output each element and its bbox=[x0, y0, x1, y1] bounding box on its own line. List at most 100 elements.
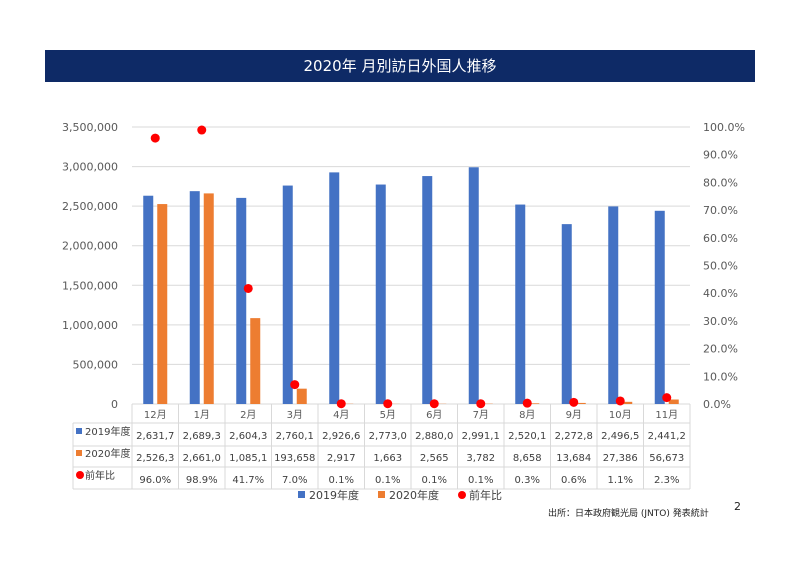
category-label: 11月 bbox=[655, 409, 678, 421]
bar-2020 bbox=[250, 318, 261, 404]
category-label: 7月 bbox=[473, 409, 489, 421]
yoy-point bbox=[290, 380, 300, 390]
bar-2019 bbox=[422, 176, 433, 404]
category-label: 6月 bbox=[426, 409, 442, 421]
right-tick-label: 90.0% bbox=[703, 149, 738, 162]
table-row-label: 2019年度 bbox=[85, 425, 130, 438]
table-cell: 2,565 bbox=[420, 453, 449, 464]
table-cell: 2,604,3 bbox=[229, 431, 267, 442]
legend-label: 2019年度 bbox=[309, 488, 359, 502]
table-cell: 3,782 bbox=[466, 453, 495, 464]
right-tick-label: 40.0% bbox=[703, 287, 738, 300]
bar-2019 bbox=[375, 184, 386, 404]
left-tick-label: 3,000,000 bbox=[62, 161, 118, 174]
table-legend-key bbox=[76, 471, 84, 479]
bar-2020 bbox=[668, 399, 679, 404]
yoy-point bbox=[522, 398, 532, 408]
right-tick-label: 80.0% bbox=[703, 176, 738, 189]
table-cell: 13,684 bbox=[556, 453, 591, 464]
bar-2019 bbox=[608, 206, 619, 404]
bar-2020 bbox=[622, 401, 633, 404]
table-cell: 2.3% bbox=[654, 475, 679, 486]
legend-key bbox=[378, 491, 385, 498]
bar-2020 bbox=[157, 204, 168, 404]
table-cell: 0.6% bbox=[561, 475, 586, 486]
page-number: 2 bbox=[734, 500, 741, 513]
yoy-point bbox=[476, 399, 486, 409]
right-tick-label: 60.0% bbox=[703, 232, 738, 245]
table-cell: 2,991,1 bbox=[462, 431, 500, 442]
table-cell: 2,926,6 bbox=[322, 431, 360, 442]
bar-2020 bbox=[575, 402, 586, 404]
table-cell: 27,386 bbox=[603, 453, 638, 464]
bar-2020 bbox=[296, 388, 307, 404]
table-cell: 2,773,0 bbox=[369, 431, 407, 442]
table-cell: 2,880,0 bbox=[415, 431, 453, 442]
bar-2019 bbox=[468, 167, 479, 404]
table-cell: 0.1% bbox=[329, 475, 354, 486]
left-tick-label: 500,000 bbox=[73, 358, 119, 371]
table-cell: 193,658 bbox=[274, 453, 315, 464]
legend-label: 2020年度 bbox=[389, 488, 439, 502]
table-row-label: 2020年度 bbox=[85, 447, 130, 460]
table-cell: 1,663 bbox=[373, 453, 402, 464]
table-cell: 96.0% bbox=[139, 475, 171, 486]
bar-2019 bbox=[329, 172, 340, 404]
table-cell: 0.1% bbox=[422, 475, 447, 486]
yoy-point bbox=[243, 283, 253, 293]
right-tick-label: 10.0% bbox=[703, 370, 738, 383]
yoy-point bbox=[336, 399, 346, 409]
table-legend-key bbox=[76, 428, 82, 434]
table-cell: 2,631,7 bbox=[136, 431, 174, 442]
bar-2019 bbox=[189, 191, 200, 404]
source-note: 出所：日本政府観光局 (JNTO) 発表統計 bbox=[548, 509, 709, 519]
left-tick-label: 3,500,000 bbox=[62, 121, 118, 134]
table-cell: 2,496,5 bbox=[601, 431, 639, 442]
table-cell: 2,441,2 bbox=[648, 431, 686, 442]
category-label: 8月 bbox=[519, 409, 535, 421]
table-cell: 1,085,1 bbox=[229, 453, 267, 464]
table-cell: 8,658 bbox=[513, 453, 542, 464]
table-cell: 0.1% bbox=[375, 475, 400, 486]
chart-title: 2020年 月別訪日外国人推移 bbox=[45, 50, 755, 82]
left-tick-label: 1,500,000 bbox=[62, 279, 118, 292]
category-label: 2月 bbox=[240, 409, 256, 421]
category-label: 9月 bbox=[566, 409, 582, 421]
left-tick-label: 2,000,000 bbox=[62, 240, 118, 253]
yoy-point bbox=[429, 399, 439, 409]
table-cell: 7.0% bbox=[282, 475, 307, 486]
legend-key bbox=[458, 491, 466, 499]
bar-2020 bbox=[529, 403, 540, 404]
bar-2019 bbox=[143, 195, 154, 404]
bar-2019 bbox=[282, 185, 293, 404]
table-cell: 56,673 bbox=[649, 453, 684, 464]
table-cell: 2,272,8 bbox=[555, 431, 593, 442]
category-label: 4月 bbox=[333, 409, 349, 421]
table-cell: 2,917 bbox=[327, 453, 356, 464]
category-label: 5月 bbox=[380, 409, 396, 421]
table-cell: 0.1% bbox=[468, 475, 493, 486]
table-cell: 2,520,1 bbox=[508, 431, 546, 442]
right-tick-label: 50.0% bbox=[703, 260, 738, 273]
table-cell: 98.9% bbox=[186, 475, 218, 486]
left-tick-label: 1,000,000 bbox=[62, 319, 118, 332]
table-cell: 2,760,1 bbox=[276, 431, 314, 442]
category-label: 1月 bbox=[194, 409, 210, 421]
left-tick-label: 0 bbox=[111, 398, 118, 411]
table-cell: 2,526,3 bbox=[136, 453, 174, 464]
bar-2019 bbox=[236, 197, 247, 404]
category-label: 3月 bbox=[287, 409, 303, 421]
table-legend-key bbox=[76, 450, 82, 456]
legend-key bbox=[298, 491, 305, 498]
bar-2019 bbox=[515, 204, 526, 404]
bar-2019 bbox=[561, 224, 572, 404]
yoy-point bbox=[662, 393, 672, 403]
yoy-point bbox=[197, 125, 207, 135]
right-tick-label: 70.0% bbox=[703, 204, 738, 217]
right-tick-label: 0.0% bbox=[703, 398, 731, 411]
yoy-point bbox=[615, 396, 625, 406]
yoy-point bbox=[150, 133, 160, 143]
table-cell: 41.7% bbox=[232, 475, 264, 486]
legend-label: 前年比 bbox=[469, 488, 502, 502]
